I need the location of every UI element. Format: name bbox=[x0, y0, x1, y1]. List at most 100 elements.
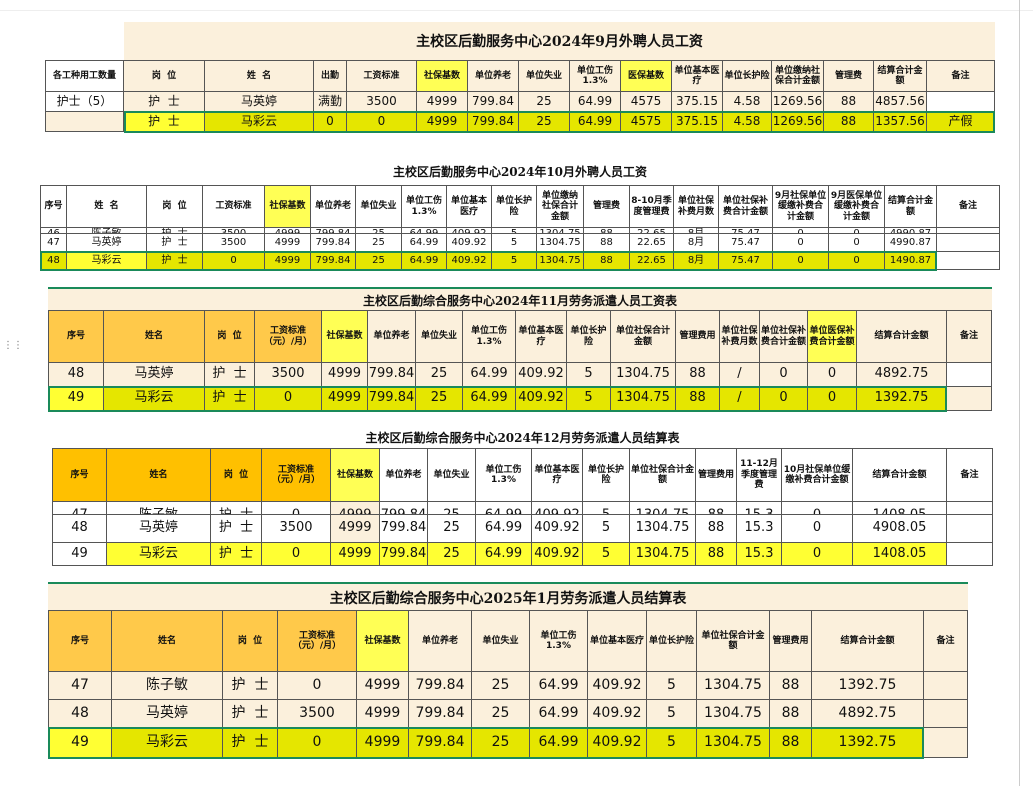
table-cell: 88 bbox=[824, 92, 874, 112]
header-cell: 工资标准 （元）/月） bbox=[278, 610, 357, 672]
table-cell: 64.99 bbox=[402, 234, 447, 252]
header-cell: 各工种用工数量 bbox=[45, 60, 124, 92]
table-cell: 马英婷 bbox=[104, 363, 205, 387]
table-cell: 5 bbox=[647, 700, 697, 728]
header-cell: 备注 bbox=[937, 185, 1000, 228]
cell-value: 0 bbox=[812, 545, 822, 561]
table-cell: / bbox=[720, 387, 760, 411]
header-cell: 社保基数 bbox=[322, 310, 368, 363]
table-cell: 5 bbox=[647, 728, 697, 758]
table-cell: 799.84 bbox=[468, 92, 519, 112]
header-cell: 11-12月季度管理费 bbox=[737, 448, 782, 502]
table-cell: 49 bbox=[48, 387, 104, 411]
cell-value: 1304.75 bbox=[635, 545, 690, 561]
cell-value: 0 bbox=[853, 236, 860, 248]
cell-value: 409.92 bbox=[592, 677, 642, 694]
cell-value: 1392.75 bbox=[838, 677, 897, 694]
cell-value: 4.58 bbox=[733, 93, 761, 108]
cell-value: 0 bbox=[283, 390, 293, 406]
cell-value: 64.99 bbox=[409, 228, 439, 234]
cell-value: 88 bbox=[600, 228, 613, 234]
cell-value: 409.92 bbox=[534, 520, 580, 536]
table-cell: 4892.75 bbox=[812, 700, 924, 728]
cell-value: 409.92 bbox=[518, 390, 564, 406]
header-cell: 备注 bbox=[947, 448, 993, 502]
table-cell: 75.47 bbox=[719, 234, 773, 252]
cell-value: 48 bbox=[71, 520, 88, 536]
table-cell bbox=[937, 228, 1000, 234]
drag-handle-icon[interactable]: ⋮⋮ bbox=[3, 340, 23, 351]
table-cell: 0 bbox=[829, 228, 885, 234]
cell-value: 64.99 bbox=[538, 734, 579, 751]
table-title: 主校区后勤综合服务中心2025年1月劳务派遣人员结算表 bbox=[48, 582, 968, 612]
table-cell: 799.84 bbox=[409, 728, 472, 758]
cell-value: 3500 bbox=[279, 520, 313, 536]
table-cell: 375.15 bbox=[672, 112, 723, 132]
table-cell: 799.84 bbox=[468, 112, 519, 132]
table-cell: 3500 bbox=[262, 515, 331, 543]
table-cell: 409.92 bbox=[532, 515, 583, 543]
table-cell: 护 士 bbox=[124, 112, 205, 132]
header-cell: 岗 位 bbox=[211, 448, 262, 502]
cell-value: 88 bbox=[600, 254, 613, 266]
table-cell: 3500 bbox=[278, 700, 357, 728]
table-cell: 护 士 bbox=[223, 672, 278, 700]
table-title: 主校区后勤服务中心2024年10月外聘人员工资 bbox=[392, 165, 648, 179]
header-cell: 结算合计金额 bbox=[853, 448, 947, 502]
cell-value: 4999 bbox=[327, 366, 362, 382]
header-cell: 单位缴纳社保合计金额 bbox=[772, 60, 824, 92]
cell-value: 4575 bbox=[630, 113, 662, 128]
table-cell: 49 bbox=[48, 728, 112, 758]
header-cell: 姓名 bbox=[104, 310, 205, 363]
table-cell bbox=[937, 234, 1000, 252]
header-cell: 姓 名 bbox=[67, 185, 147, 228]
table-cell: 1392.75 bbox=[857, 387, 947, 411]
table-cell: 409.92 bbox=[516, 387, 567, 411]
table-cell bbox=[927, 92, 995, 112]
table-cell: 409.92 bbox=[588, 700, 647, 728]
cell-value: 64.99 bbox=[470, 366, 508, 382]
cell-value: 4892.75 bbox=[874, 366, 929, 382]
cell-value: 4999 bbox=[364, 705, 401, 722]
cell-value: 64.99 bbox=[409, 236, 439, 248]
cell-value: 25 bbox=[443, 520, 460, 536]
cell-value: 409.92 bbox=[518, 366, 564, 382]
cell-value: 马彩云 bbox=[146, 734, 188, 751]
table-cell: 409.92 bbox=[447, 228, 492, 234]
header-cell: 单位失业 bbox=[428, 448, 476, 502]
header-cell: 单位社保补费合计金额 bbox=[719, 185, 773, 228]
header-cell: 单位社保补费月数 bbox=[720, 310, 760, 363]
cell-value: 4908.05 bbox=[872, 520, 927, 536]
cell-value: 1304.75 bbox=[704, 705, 762, 722]
cell-value: 4999 bbox=[274, 228, 301, 234]
table-cell: 4999 bbox=[265, 234, 311, 252]
table-cell: 25 bbox=[428, 543, 476, 566]
cell-value: 马彩云 bbox=[134, 390, 174, 406]
header-cell: 管理费 bbox=[584, 185, 630, 228]
cell-value: 3500 bbox=[271, 366, 305, 382]
cell-value: 1408.05 bbox=[872, 545, 927, 561]
table-cell: 5 bbox=[583, 543, 630, 566]
table-cell: 护 士 bbox=[223, 700, 278, 728]
cell-value: 5 bbox=[510, 228, 518, 234]
table-cell: 4999 bbox=[322, 387, 368, 411]
table-cell: 5 bbox=[583, 502, 630, 515]
table-cell: 1304.75 bbox=[630, 515, 696, 543]
header-cell: 单位失业 bbox=[416, 310, 463, 363]
cell-value: 15.3 bbox=[745, 505, 774, 514]
cell-value: 25 bbox=[430, 390, 448, 406]
header-cell: 单位社保合计金额 bbox=[630, 448, 696, 502]
table-cell: 22.65 bbox=[630, 252, 674, 270]
table-cell: 5 bbox=[492, 252, 537, 270]
table-cell: 马英婷 bbox=[205, 92, 314, 112]
table-cell bbox=[937, 252, 1000, 270]
cell-value: 4999 bbox=[364, 734, 401, 751]
cell-value: 47 bbox=[47, 236, 60, 248]
cell-value: 48 bbox=[47, 254, 60, 266]
table-cell: 马彩云 bbox=[67, 252, 147, 270]
table-cell: 5 bbox=[567, 387, 611, 411]
table-cell: 4908.05 bbox=[853, 515, 947, 543]
cell-value: 47 bbox=[71, 677, 89, 694]
header-cell: 单位医保补费合计金额 bbox=[808, 310, 857, 363]
table-cell: 409.92 bbox=[588, 672, 647, 700]
